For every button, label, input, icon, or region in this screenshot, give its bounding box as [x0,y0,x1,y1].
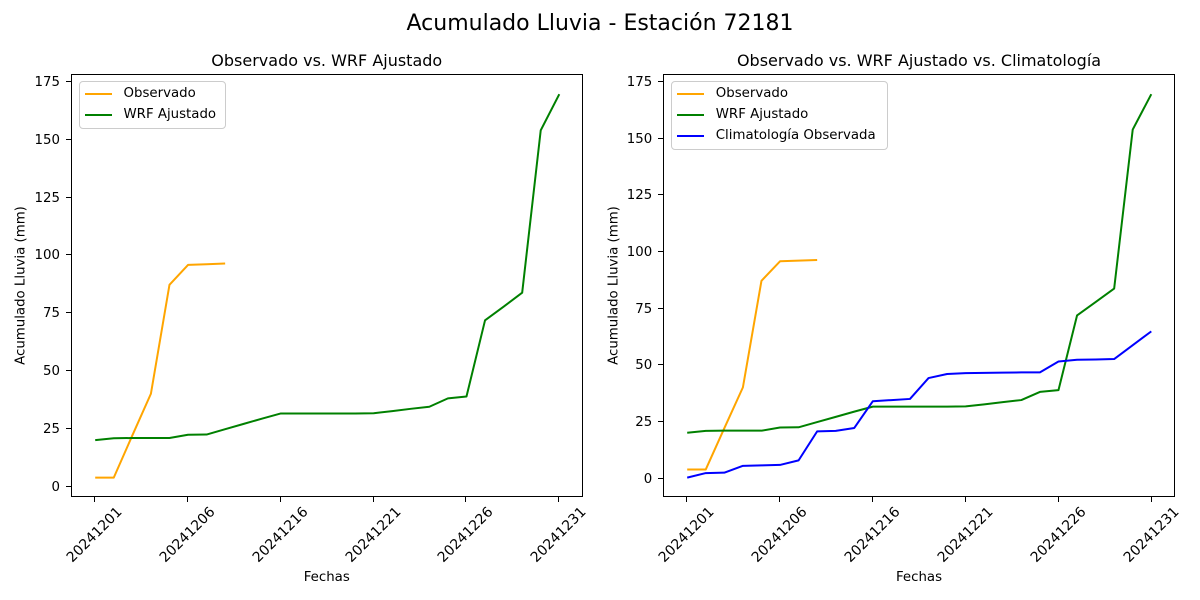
y-tick-label: 75 [43,306,60,322]
y-tick-label: 100 [34,248,60,264]
x-tick [964,497,966,503]
y-tick [65,370,71,372]
y-tick-label: 0 [51,480,60,496]
y-tick [657,80,663,82]
x-tick-label: 20241226 [435,504,497,566]
x-axis-label: Fechas [895,570,943,586]
x-tick-label: 20241201 [63,504,126,566]
x-tick-label: 20241206 [156,504,219,566]
x-tick [465,497,467,503]
legend: Observado WRF Ajustado [78,81,226,129]
y-tick-label: 175 [34,74,60,90]
legend-label: Observado [715,86,788,102]
x-tick-label: 20241206 [749,504,811,566]
x-tick [372,497,374,503]
x-tick-label: 20241231 [528,504,590,566]
y-tick [657,137,663,139]
x-tick [1150,497,1152,503]
figure-title: Acumulado Lluvia - Estación 72181 [406,10,794,36]
plot-area [70,73,583,498]
y-tick [65,428,71,430]
x-tick-label: 20241231 [1120,504,1183,566]
y-tick [657,307,663,309]
x-tick-label: 20241221 [342,504,405,566]
subplot-title: Observado vs. WRF Ajustado [211,50,443,70]
y-tick [65,312,71,314]
x-tick-label: 20241216 [841,504,904,566]
y-tick [65,486,71,488]
y-tick [65,80,71,82]
y-tick [65,196,71,198]
y-tick-label: 125 [626,188,653,204]
y-tick-label: 50 [635,358,653,374]
y-tick-label: 125 [34,190,60,206]
y-tick [657,194,663,196]
x-tick [187,497,189,503]
y-tick [65,254,71,256]
line-observado [94,262,225,479]
x-tick [872,497,874,503]
y-tick-label: 100 [626,244,653,260]
x-tick-label: 20241221 [934,504,997,566]
y-tick-label: 150 [34,132,60,148]
x-tick [94,497,96,503]
y-tick-label: 0 [643,471,653,487]
line-observado [686,258,817,470]
x-tick [779,497,781,503]
y-tick [657,421,663,423]
x-tick [558,497,560,503]
x-tick [686,497,688,503]
x-tick-label: 20241201 [656,504,718,566]
line-climatolog-a-observada [686,330,1152,479]
legend-label: WRF Ajustado [123,107,217,123]
legend-line-sample [677,134,705,137]
line-wrf-ajustado [686,93,1152,434]
x-tick-label: 20241216 [249,504,312,566]
y-tick-label: 175 [626,74,653,90]
y-axis-label: Acumulado Lluvia (mm) [13,206,29,365]
y-tick-label: 150 [626,131,653,147]
legend-line-sample [677,92,705,95]
legend-label: Climatología Observada [715,128,876,144]
legend-line-sample [85,113,112,116]
legend-label: WRF Ajustado [715,107,809,123]
y-tick-label: 25 [43,422,60,438]
y-tick [657,364,663,366]
y-tick [65,138,71,140]
y-tick-label: 25 [635,415,653,431]
y-tick-label: 75 [635,301,653,317]
x-tick-label: 20241226 [1027,504,1090,566]
y-tick-label: 50 [43,364,60,380]
x-tick [1057,497,1059,503]
x-tick [279,497,281,503]
legend-line-sample [85,92,112,95]
subplot-title: Observado vs. WRF Ajustado vs. Climatolo… [736,50,1102,70]
plot-lines [686,93,1152,479]
legend: Observado WRF Ajustado Climatología Observ… [670,81,889,150]
plot-lines [94,93,560,479]
legend-line-sample [677,113,705,116]
legend-label: Observado [123,86,196,102]
line-wrf-ajustado [94,93,560,441]
y-tick [657,477,663,479]
x-axis-label: Fechas [303,570,350,586]
y-tick [657,250,663,252]
